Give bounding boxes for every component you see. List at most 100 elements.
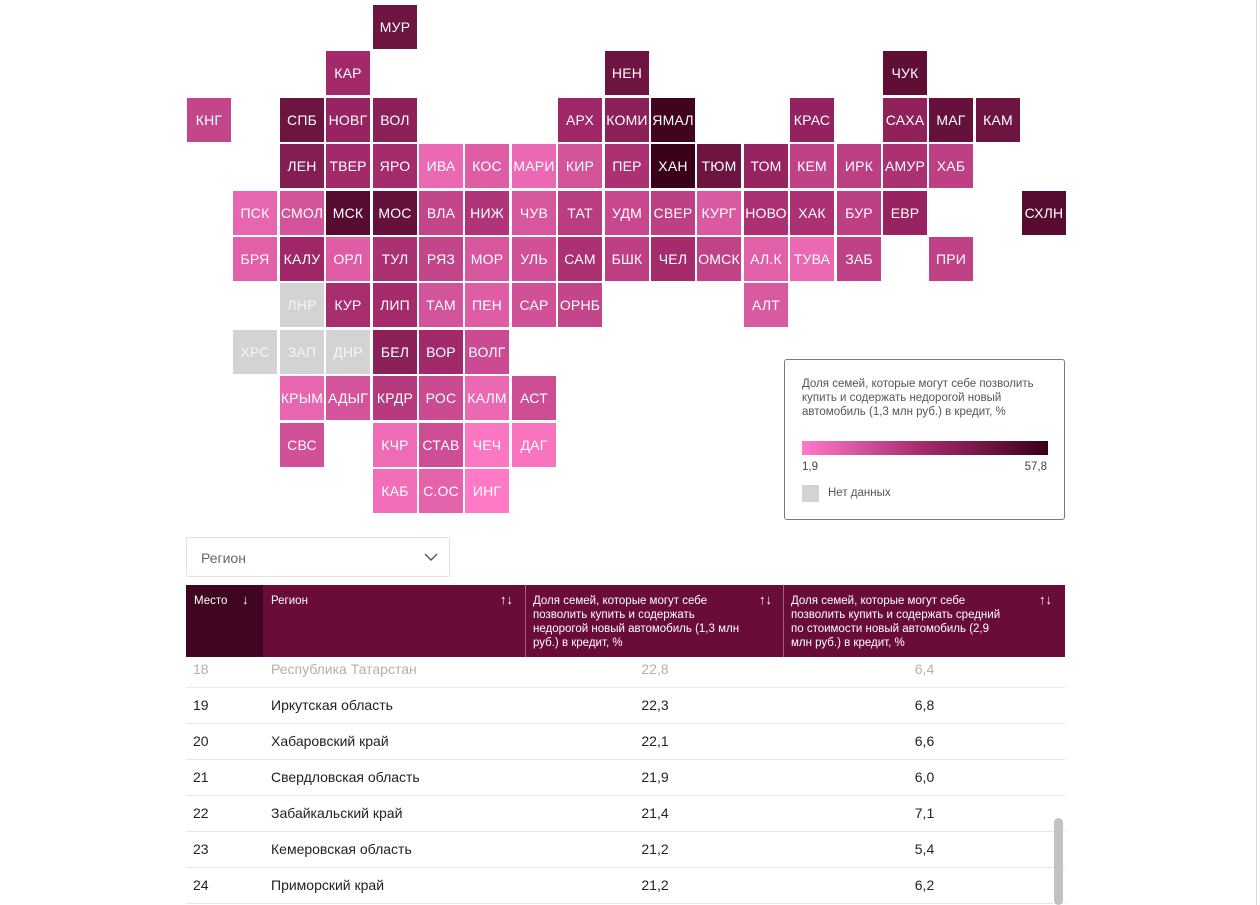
map-tile-ЧЕЛ[interactable]: ЧЕЛ <box>651 237 695 281</box>
map-tile-УЛЬ[interactable]: УЛЬ <box>512 237 556 281</box>
cell-rank: 21 <box>193 769 209 785</box>
map-tile-ОРЛ[interactable]: ОРЛ <box>326 237 370 281</box>
map-tile-СХЛН[interactable]: СХЛН <box>1022 191 1066 235</box>
map-tile-КРЫМ[interactable]: КРЫМ <box>280 376 324 420</box>
map-tile-РОС[interactable]: РОС <box>419 376 463 420</box>
map-tile-РЯЗ[interactable]: РЯЗ <box>419 237 463 281</box>
map-tile-АЛ.К[interactable]: АЛ.К <box>744 237 788 281</box>
map-tile-САМ[interactable]: САМ <box>558 237 602 281</box>
map-tile-ЯМАЛ[interactable]: ЯМАЛ <box>651 98 695 142</box>
map-tile-С.ОС[interactable]: С.ОС <box>419 469 463 513</box>
map-tile-ЗАП[interactable]: ЗАП <box>280 330 324 374</box>
map-tile-МОС[interactable]: МОС <box>373 191 417 235</box>
map-tile-КАР[interactable]: КАР <box>326 51 370 95</box>
map-tile-ДНР[interactable]: ДНР <box>326 330 370 374</box>
map-tile-ЛИП[interactable]: ЛИП <box>373 283 417 327</box>
column-header-region[interactable]: Регион ↑↓ <box>263 585 525 657</box>
map-tile-ТОМ[interactable]: ТОМ <box>744 144 788 188</box>
map-tile-ХРС[interactable]: ХРС <box>233 330 277 374</box>
map-tile-ЛНР[interactable]: ЛНР <box>280 283 324 327</box>
map-tile-КАЛМ[interactable]: КАЛМ <box>465 376 509 420</box>
cell-rank: 19 <box>193 697 209 713</box>
map-tile-ИНГ[interactable]: ИНГ <box>465 469 509 513</box>
table-scrollbar[interactable] <box>1054 818 1063 905</box>
column-header-cheap-car[interactable]: Доля семей, которые могут себе позволить… <box>525 585 783 657</box>
map-tile-ИРК[interactable]: ИРК <box>837 144 881 188</box>
region-select[interactable]: Регион <box>186 537 450 577</box>
map-tile-ТАТ[interactable]: ТАТ <box>558 191 602 235</box>
map-tile-НЕН[interactable]: НЕН <box>605 51 649 95</box>
map-tile-ВОР[interactable]: ВОР <box>419 330 463 374</box>
map-tile-НИЖ[interactable]: НИЖ <box>465 191 509 235</box>
map-tile-ТЮМ[interactable]: ТЮМ <box>697 144 741 188</box>
map-tile-ТУЛ[interactable]: ТУЛ <box>373 237 417 281</box>
map-tile-НОВО[interactable]: НОВО <box>744 191 788 235</box>
cell-region: Иркутская область <box>271 697 393 713</box>
map-tile-ОРНБ[interactable]: ОРНБ <box>558 283 602 327</box>
map-tile-КАБ[interactable]: КАБ <box>373 469 417 513</box>
map-tile-КУРГ[interactable]: КУРГ <box>697 191 741 235</box>
column-header-rank[interactable]: Место ↓ <box>186 585 263 657</box>
map-tile-ВОЛ[interactable]: ВОЛ <box>373 98 417 142</box>
map-tile-БЕЛ[interactable]: БЕЛ <box>373 330 417 374</box>
map-tile-МАГ[interactable]: МАГ <box>929 98 973 142</box>
map-tile-АРХ[interactable]: АРХ <box>558 98 602 142</box>
map-tile-ПРИ[interactable]: ПРИ <box>929 237 973 281</box>
map-tile-МАРИ[interactable]: МАРИ <box>512 144 556 188</box>
map-tile-КАМ[interactable]: КАМ <box>976 98 1020 142</box>
map-tile-ВОЛГ[interactable]: ВОЛГ <box>465 330 509 374</box>
map-tile-КЕМ[interactable]: КЕМ <box>790 144 834 188</box>
map-tile-ХАК[interactable]: ХАК <box>790 191 834 235</box>
map-tile-АМУР[interactable]: АМУР <box>883 144 927 188</box>
map-tile-ДАГ[interactable]: ДАГ <box>512 423 556 467</box>
map-tile-ВЛА[interactable]: ВЛА <box>419 191 463 235</box>
map-tile-НОВГ[interactable]: НОВГ <box>326 98 370 142</box>
map-tile-ПЕН[interactable]: ПЕН <box>465 283 509 327</box>
map-tile-АСТ[interactable]: АСТ <box>512 376 556 420</box>
map-tile-ХАБ[interactable]: ХАБ <box>929 144 973 188</box>
map-tile-МОР[interactable]: МОР <box>465 237 509 281</box>
map-tile-СТАВ[interactable]: СТАВ <box>419 423 463 467</box>
map-tile-УДМ[interactable]: УДМ <box>605 191 649 235</box>
map-tile-СВС[interactable]: СВС <box>280 423 324 467</box>
map-tile-СВЕР[interactable]: СВЕР <box>651 191 695 235</box>
map-tile-БРЯ[interactable]: БРЯ <box>233 237 277 281</box>
map-tile-ПСК[interactable]: ПСК <box>233 191 277 235</box>
map-tile-ЛЕН[interactable]: ЛЕН <box>280 144 324 188</box>
map-tile-КОС[interactable]: КОС <box>465 144 509 188</box>
map-tile-САХА[interactable]: САХА <box>883 98 927 142</box>
map-tile-ОМСК[interactable]: ОМСК <box>697 237 741 281</box>
map-tile-ИВА[interactable]: ИВА <box>419 144 463 188</box>
map-tile-ЯРО[interactable]: ЯРО <box>373 144 417 188</box>
map-tile-КЧР[interactable]: КЧР <box>373 423 417 467</box>
map-tile-КУР[interactable]: КУР <box>326 283 370 327</box>
map-tile-МУР[interactable]: МУР <box>373 5 417 49</box>
map-tile-САР[interactable]: САР <box>512 283 556 327</box>
map-tile-СПБ[interactable]: СПБ <box>280 98 324 142</box>
map-tile-ТУВА[interactable]: ТУВА <box>790 237 834 281</box>
map-tile-ХАН[interactable]: ХАН <box>651 144 695 188</box>
cell-region: Республика Татарстан <box>271 661 417 677</box>
map-tile-ТВЕР[interactable]: ТВЕР <box>326 144 370 188</box>
map-tile-КИР[interactable]: КИР <box>558 144 602 188</box>
map-tile-ЕВР[interactable]: ЕВР <box>883 191 927 235</box>
map-tile-СМОЛ[interactable]: СМОЛ <box>280 191 324 235</box>
map-tile-ЧУВ[interactable]: ЧУВ <box>512 191 556 235</box>
map-tile-АДЫГ[interactable]: АДЫГ <box>326 376 370 420</box>
map-tile-ЧУК[interactable]: ЧУК <box>883 51 927 95</box>
column-header-mid-car[interactable]: Доля семей, которые могут себе позволить… <box>783 585 1065 657</box>
cell-cheap-car: 21,2 <box>641 841 669 857</box>
map-tile-БУР[interactable]: БУР <box>837 191 881 235</box>
map-tile-КАЛУ[interactable]: КАЛУ <box>280 237 324 281</box>
map-tile-АЛТ[interactable]: АЛТ <box>744 283 788 327</box>
map-tile-МСК[interactable]: МСК <box>326 191 370 235</box>
map-tile-КНГ[interactable]: КНГ <box>187 98 231 142</box>
map-tile-КРАС[interactable]: КРАС <box>790 98 834 142</box>
map-tile-БШК[interactable]: БШК <box>605 237 649 281</box>
map-tile-ЧЕЧ[interactable]: ЧЕЧ <box>465 423 509 467</box>
map-tile-КОМИ[interactable]: КОМИ <box>605 98 649 142</box>
map-tile-ТАМ[interactable]: ТАМ <box>419 283 463 327</box>
map-tile-ЗАБ[interactable]: ЗАБ <box>837 237 881 281</box>
map-tile-ПЕР[interactable]: ПЕР <box>605 144 649 188</box>
map-tile-КРДР[interactable]: КРДР <box>373 376 417 420</box>
